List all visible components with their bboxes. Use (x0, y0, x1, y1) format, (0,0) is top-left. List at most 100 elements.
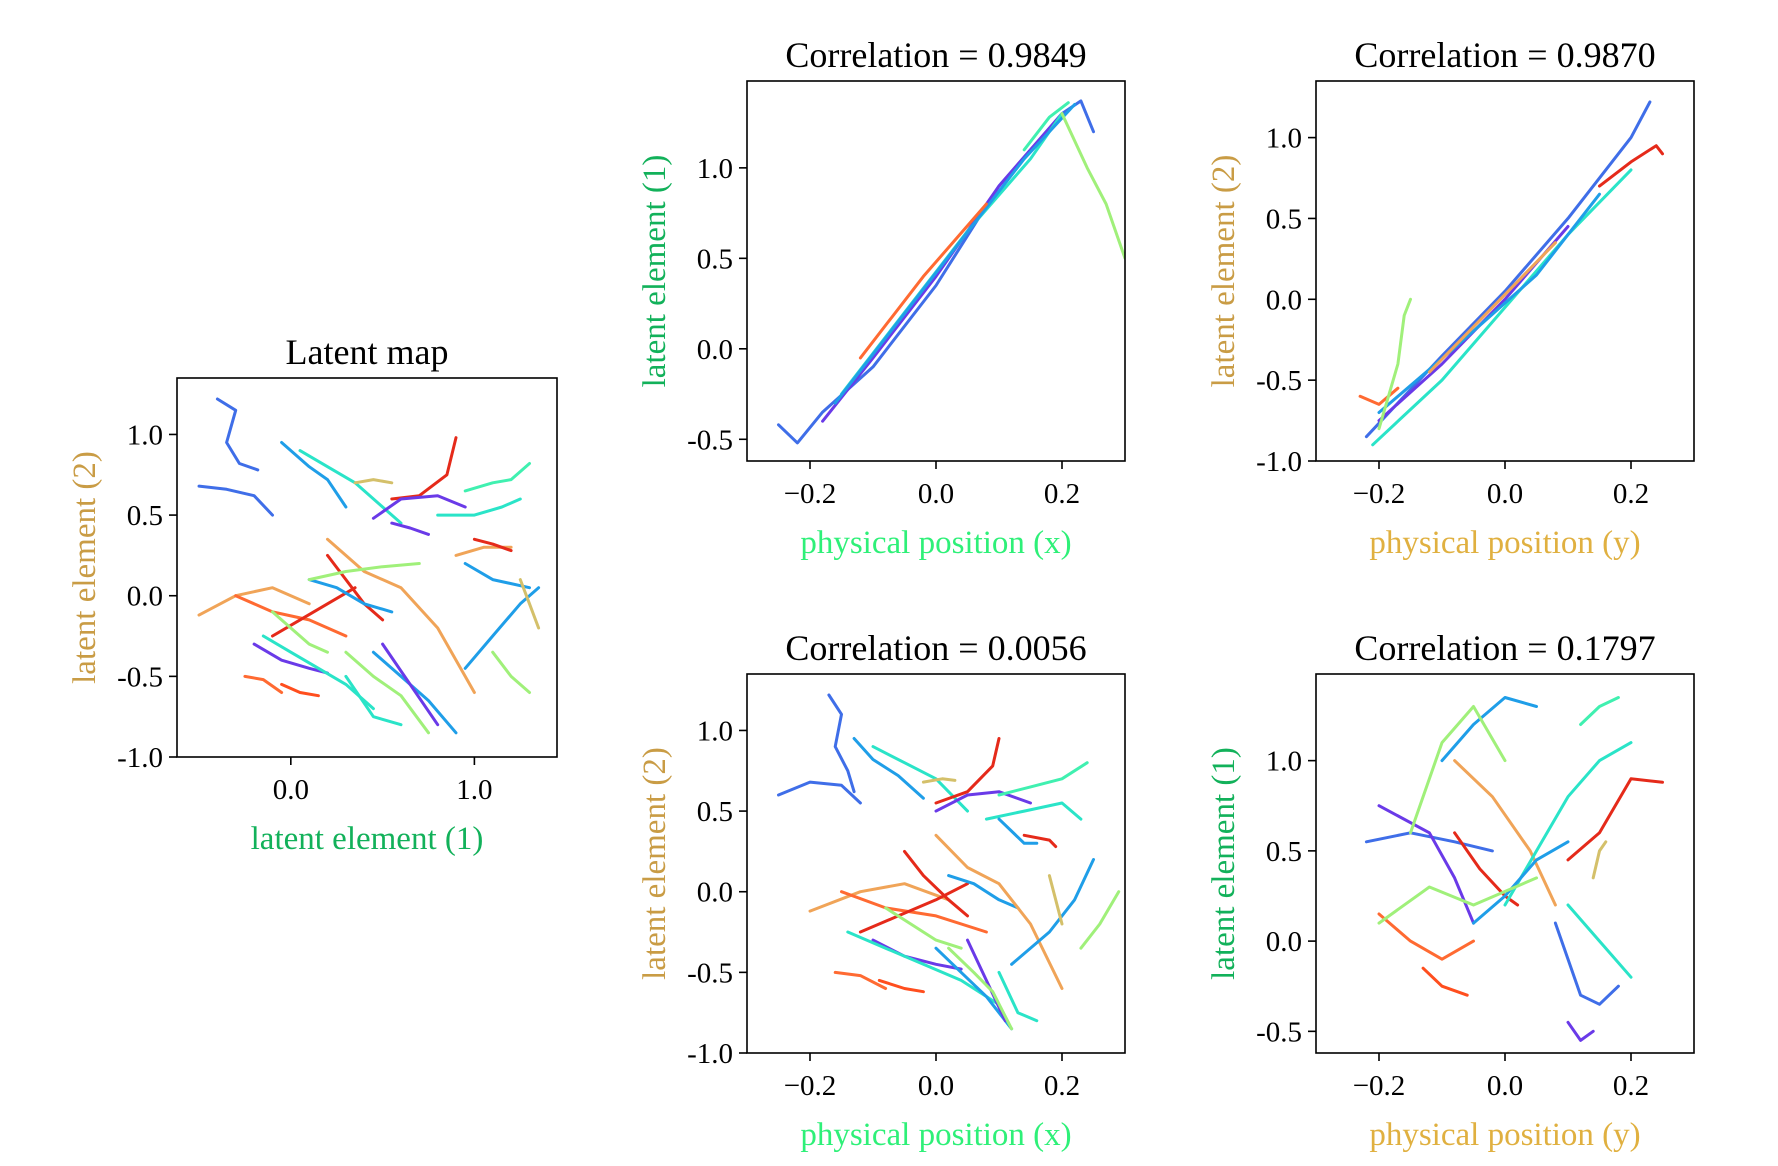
y-tick-label: -0.5 (1256, 365, 1302, 397)
trajectory-15 (858, 882, 969, 934)
y-tick-label: -1.0 (117, 742, 163, 774)
trajectory-7 (934, 790, 1032, 813)
trajectory-7 (1566, 777, 1664, 862)
x-tick-label: 0.0 (273, 774, 309, 806)
axes-frame (1315, 673, 1695, 1054)
trajectory-2 (1377, 804, 1475, 925)
trajectory-24 (326, 537, 476, 694)
trajectory-5 (1453, 759, 1557, 907)
trajectory-10 (463, 562, 531, 590)
y-tick-label: 0.5 (1266, 203, 1302, 235)
trajectory-3 (280, 441, 348, 509)
trajectory-6 (1060, 112, 1125, 260)
panel-latent-map: 0.0 1.0 1.0 0.5 0.0 -0.5 -1.0 Latent map latent … (67, 332, 558, 857)
trajectory-13 (1377, 876, 1538, 925)
y-axis-label: latent element (1) (1206, 747, 1242, 980)
chart-title: Correlation = 0.9870 (1354, 35, 1655, 75)
y-tick-label: 1.0 (697, 715, 733, 747)
trajectory-14 (903, 849, 969, 918)
trajectory-14 (1421, 966, 1469, 997)
y-tick-label: 1.0 (697, 153, 733, 185)
y-tick-label: 1.0 (1266, 746, 1302, 778)
trajectory-10 (1553, 921, 1620, 1006)
trajectory-4 (298, 449, 403, 525)
trajectory-3 (1440, 696, 1538, 763)
y-tick-label: 0.0 (1266, 926, 1302, 958)
x-tick-label: 0.2 (1613, 1070, 1649, 1102)
x-axis-label: physical position (y) (1369, 1117, 1640, 1153)
trajectory-27 (1047, 874, 1064, 926)
trajectory-4 (1377, 192, 1601, 414)
trajectory-8 (1377, 912, 1475, 961)
x-tick-label: 0.0 (1487, 1070, 1523, 1102)
y-tick-label: -1.0 (1256, 446, 1302, 478)
trajectory-13 (390, 521, 430, 536)
series-group (777, 693, 1121, 1031)
trajectory-7 (1377, 297, 1412, 431)
x-tick-label: 0.0 (918, 1070, 954, 1102)
trajectory-16 (833, 970, 888, 990)
trajectory-25 (1079, 890, 1121, 950)
trajectory-4 (833, 103, 1077, 405)
trajectory-24 (966, 938, 1007, 1023)
trajectory-14 (197, 586, 311, 617)
trajectory-10 (997, 817, 1039, 845)
y-tick-label: -0.5 (687, 424, 733, 456)
trajectory-4 (871, 745, 969, 813)
x-tick-label: −0.2 (784, 478, 837, 510)
y-axis-label: latent element (1) (637, 155, 673, 388)
y-tick-label: 0.5 (127, 500, 163, 532)
trajectory-3 (852, 737, 925, 800)
trajectory-5 (858, 202, 988, 360)
trajectory-11 (1472, 840, 1570, 925)
y-tick-label: 0.0 (697, 877, 733, 909)
trajectory-18 (243, 674, 284, 694)
panel-latent1-vs-y: −0.2 0.0 0.2 1.0 0.5 0.0 -0.5 Correlation = 0.1… (1206, 628, 1695, 1153)
y-tick-label: 1.0 (1266, 123, 1302, 155)
trajectory-32 (307, 562, 421, 582)
trajectory-28 (947, 946, 1014, 1031)
trajectory-5 (1598, 144, 1664, 188)
trajectory-2 (777, 780, 862, 805)
trajectory-12 (808, 882, 951, 913)
trajectory-29 (518, 578, 541, 630)
x-tick-label: 0.0 (1487, 478, 1523, 510)
series-group (1358, 100, 1664, 447)
x-tick-label: 0.2 (1044, 478, 1080, 510)
panel-latent2-vs-y: −0.2 0.0 0.2 1.0 0.5 0.0 -0.5 -1.0 Correlation =… (1206, 35, 1695, 561)
trajectory-27 (491, 650, 531, 694)
trajectory-16 (326, 553, 385, 622)
trajectory-19 (280, 682, 320, 698)
trajectory-1 (215, 397, 260, 472)
trajectory-30 (344, 650, 430, 735)
x-tick-label: 0.2 (1044, 1070, 1080, 1102)
trajectory-5 (353, 478, 394, 485)
trajectory-9 (984, 801, 1083, 821)
x-tick-label: 0.0 (918, 478, 954, 510)
trajectory-23 (307, 578, 394, 614)
x-tick-label: −0.2 (1353, 478, 1406, 510)
x-tick-label: 0.2 (1613, 478, 1649, 510)
trajectory-11 (1022, 833, 1058, 849)
x-axis-label: physical position (x) (800, 1117, 1071, 1153)
trajectory-17 (271, 586, 357, 638)
series-group (1364, 696, 1664, 1042)
trajectory-29 (997, 970, 1039, 1023)
trajectory-18 (884, 906, 963, 950)
chart-title: Correlation = 0.1797 (1354, 628, 1655, 668)
y-tick-label: 0.5 (1266, 836, 1302, 868)
chart-title: Latent map (286, 332, 449, 372)
x-axis-label: physical position (y) (1369, 525, 1640, 561)
panel-latent2-vs-x: −0.2 0.0 0.2 1.0 0.5 0.0 -0.5 -1.0 Correlation =… (637, 628, 1126, 1153)
trajectory-26 (1010, 858, 1095, 966)
trajectory-22 (934, 833, 1064, 990)
x-tick-label: −0.2 (1353, 1070, 1406, 1102)
x-tick-label: −0.2 (784, 1070, 837, 1102)
trajectory-9 (1503, 741, 1633, 907)
trajectory-15 (1591, 840, 1608, 880)
trajectory-6 (390, 436, 458, 501)
y-tick-label: 0.0 (127, 581, 163, 613)
series-group (197, 397, 541, 735)
y-tick-label: -0.5 (1256, 1016, 1302, 1048)
